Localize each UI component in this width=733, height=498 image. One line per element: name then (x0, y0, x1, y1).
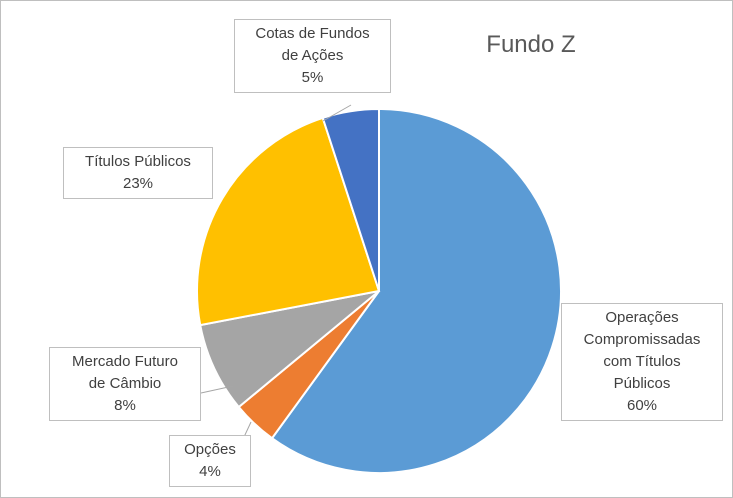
data-label: Cotas de Fundos de Ações 5% (234, 19, 391, 93)
pie-slice (196, 116, 381, 327)
pie-slice (199, 290, 380, 409)
chart-title: Fundo Z (486, 31, 576, 58)
label-value: 60% (626, 397, 658, 414)
label-value: 8% (114, 397, 136, 414)
pie-slice (270, 107, 562, 474)
data-label: Operações Compromissadas com Títulos Púb… (561, 303, 723, 421)
label-name: Títulos Públicos (85, 153, 191, 170)
data-label: Títulos Públicos 23% (63, 147, 213, 199)
leader-line (322, 104, 352, 122)
data-label: Opções 4% (169, 435, 251, 487)
label-name: Mercado Futuro de Câmbio (72, 353, 178, 392)
data-label: Mercado Futuro de Câmbio 8% (49, 347, 201, 421)
label-value: 5% (301, 69, 324, 86)
label-name: Opções (184, 441, 236, 458)
label-value: 23% (122, 175, 154, 192)
label-name: Operações Compromissadas com Títulos Púb… (583, 309, 701, 392)
pie-slice (321, 107, 380, 292)
label-value: 4% (199, 463, 221, 480)
leader-line (243, 421, 252, 438)
leader-line (200, 385, 234, 394)
label-name: Cotas de Fundos de Ações (255, 25, 370, 64)
